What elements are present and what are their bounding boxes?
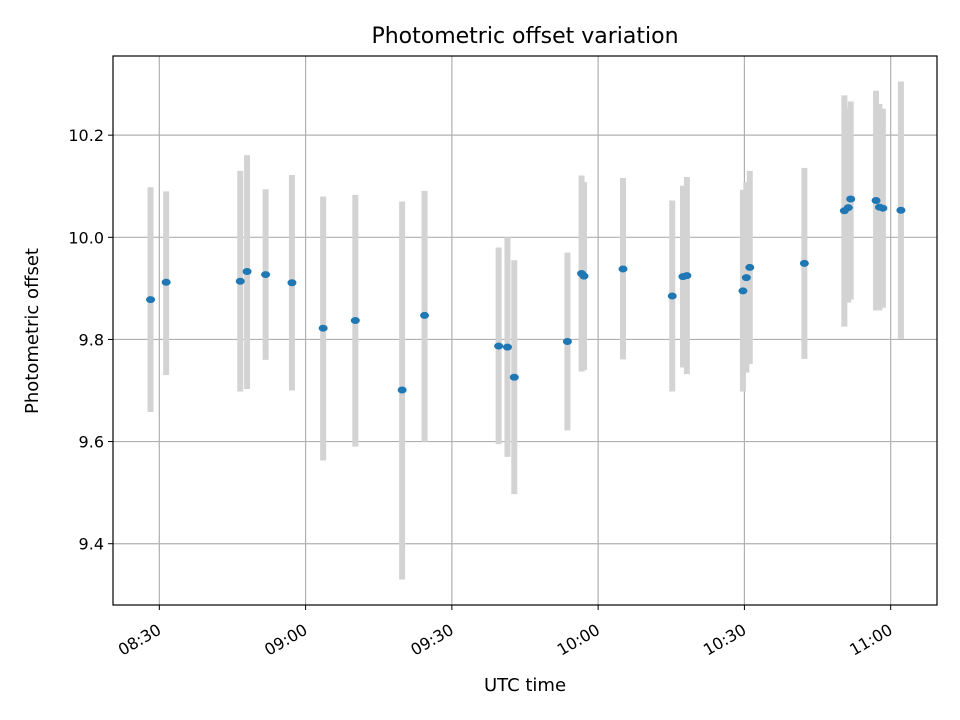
y-tick-label: 9.8 xyxy=(79,330,104,349)
data-point xyxy=(318,324,328,332)
data-point xyxy=(871,197,881,205)
data-point xyxy=(878,204,888,212)
x-axis-title: UTC time xyxy=(484,675,566,696)
data-point xyxy=(738,287,748,295)
data-point xyxy=(799,259,809,267)
data-point xyxy=(745,263,755,271)
data-point xyxy=(667,292,677,300)
data-point xyxy=(161,278,171,286)
data-point xyxy=(509,373,519,381)
data-point xyxy=(350,317,360,325)
data-point xyxy=(502,343,512,351)
y-tick-label: 9.4 xyxy=(79,535,104,554)
data-point xyxy=(261,271,271,279)
data-point xyxy=(287,279,297,287)
chart-title: Photometric offset variation xyxy=(371,24,678,49)
y-tick-label: 10.2 xyxy=(68,126,104,145)
data-point xyxy=(397,386,407,394)
data-point xyxy=(741,274,751,282)
data-point xyxy=(494,342,504,350)
y-tick-label: 9.6 xyxy=(79,433,104,452)
data-point xyxy=(896,206,906,214)
y-axis-title: Photometric offset xyxy=(22,248,43,414)
data-point xyxy=(579,272,589,280)
data-point xyxy=(420,311,430,319)
data-point xyxy=(146,296,156,304)
data-point xyxy=(682,272,692,280)
plot-frame xyxy=(112,55,938,606)
data-point xyxy=(562,337,572,345)
data-point xyxy=(242,268,252,276)
point-layer xyxy=(146,195,906,394)
data-point xyxy=(618,265,628,273)
y-tick-label: 10.0 xyxy=(68,228,104,247)
data-point xyxy=(846,195,856,203)
data-point xyxy=(235,277,245,285)
data-point xyxy=(843,204,853,212)
